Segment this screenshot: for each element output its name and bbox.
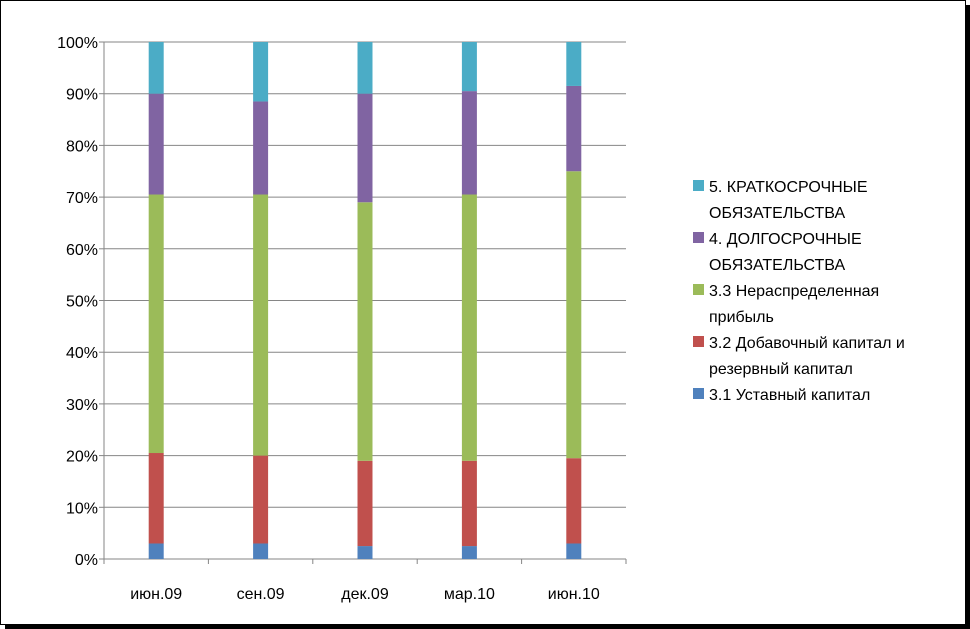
legend-label: 5. КРАТКОСРОЧНЫЕ	[709, 179, 868, 196]
bar-segment	[461, 91, 477, 195]
y-tick-label: 40%	[66, 345, 98, 362]
legend: 5. КРАТКОСРОЧНЫЕ ОБЯЗАТЕЛЬСТВА 4. ДОЛГОСРО…	[693, 179, 905, 404]
legend-swatch	[693, 388, 704, 399]
y-axis-tick-labels: 0% 10% 20% 30% 40% 50% 60% 70% 80% 90% 100%	[57, 35, 98, 569]
x-tick-label: июн.09	[130, 586, 182, 603]
bar-segment	[253, 194, 269, 456]
legend-label: ОБЯЗАТЕЛЬСТВА	[709, 257, 845, 274]
bar-segment	[253, 455, 269, 544]
x-tick-label: сен.09	[237, 586, 285, 603]
bar-segment	[357, 93, 373, 203]
bar-segment	[148, 42, 164, 94]
x-tick-label: мар.10	[444, 586, 495, 603]
legend-label: 4. ДОЛГОСРОЧНЫЕ	[709, 231, 862, 248]
x-tick-label: дек.09	[341, 586, 389, 603]
bar-segment	[461, 194, 477, 461]
bar-segment	[148, 194, 164, 454]
bar-segment	[148, 93, 164, 195]
y-tick-label: 60%	[66, 242, 98, 259]
x-axis-tick-labels: июн.09 сен.09 дек.09 мар.10 июн.10	[130, 586, 600, 603]
legend-swatch	[693, 336, 704, 347]
bar-segment	[253, 543, 269, 559]
legend-label: 3.2 Добавочный капитал и	[709, 335, 905, 352]
bar-segment	[461, 546, 477, 559]
x-tick-label: июн.10	[548, 586, 600, 603]
y-tick-label: 50%	[66, 294, 98, 311]
bar-segment	[357, 202, 373, 461]
bar-segment	[461, 460, 477, 547]
y-tick-label: 80%	[66, 138, 98, 155]
y-tick-label: 10%	[66, 500, 98, 517]
bar-segment	[253, 101, 269, 195]
bar-segment	[461, 42, 477, 92]
bar-segment	[357, 546, 373, 559]
legend-swatch	[693, 284, 704, 295]
y-tick-label: 90%	[66, 87, 98, 104]
legend-swatch	[693, 180, 704, 191]
bar-segment	[566, 85, 582, 172]
legend-swatch	[693, 232, 704, 243]
y-tick-label: 0%	[75, 552, 98, 569]
y-tick-label: 100%	[57, 35, 98, 52]
legend-label: 3.3 Нераспределенная	[709, 283, 879, 300]
legend-label: 3.1 Уставный капитал	[709, 387, 870, 404]
bar-segment	[148, 543, 164, 559]
bar-segment	[566, 458, 582, 544]
bar-segment	[566, 171, 582, 459]
bar-segment	[357, 42, 373, 94]
bar-segment	[566, 42, 582, 86]
bar-segment	[148, 453, 164, 544]
y-tick-label: 70%	[66, 190, 98, 207]
bar-segment	[357, 460, 373, 547]
legend-label: резервный капитал	[709, 361, 853, 378]
y-tick-label: 30%	[66, 397, 98, 414]
bars	[148, 42, 582, 559]
bar-segment	[566, 543, 582, 559]
legend-label: ОБЯЗАТЕЛЬСТВА	[709, 205, 845, 222]
legend-label: прибыль	[709, 309, 774, 326]
bar-segment	[253, 42, 269, 102]
y-tick-label: 20%	[66, 449, 98, 466]
